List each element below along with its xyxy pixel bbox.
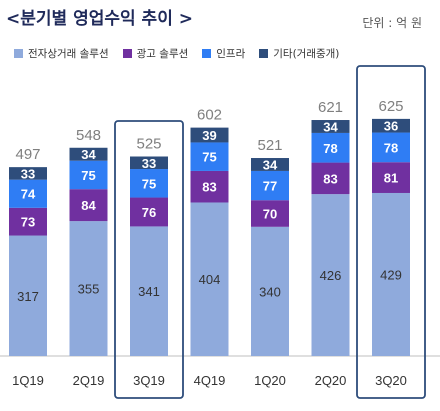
value-label-other-1Q19: 33 [21, 166, 35, 181]
value-label-ecommerce-3Q20: 429 [380, 267, 402, 282]
legend-item-advertising: 광고 솔루션 [122, 46, 189, 61]
bar-other-2Q19 [69, 147, 108, 161]
total-label-1Q19: 497 [15, 146, 40, 163]
value-label-ecommerce-3Q19: 341 [138, 284, 160, 299]
x-tick-label-2Q19: 2Q19 [73, 373, 105, 388]
bar-advertising-2Q20 [311, 162, 350, 195]
value-label-advertising-1Q19: 73 [21, 215, 35, 230]
bar-advertising-4Q19 [190, 170, 229, 203]
value-label-other-1Q20: 34 [263, 157, 278, 172]
value-label-advertising-4Q19: 83 [202, 180, 216, 195]
value-label-advertising-3Q20: 81 [384, 171, 398, 186]
x-tick-label-3Q20: 3Q20 [375, 373, 407, 388]
legend-label-advertising: 광고 솔루션 [136, 48, 189, 60]
bar-infra-2Q20 [311, 132, 350, 163]
bar-ecommerce-2Q19 [69, 221, 108, 356]
value-label-ecommerce-1Q19: 317 [17, 289, 39, 304]
legend-item-infra: 인프라 [202, 46, 245, 61]
bar-infra-1Q19 [9, 179, 47, 208]
value-label-infra-4Q19: 75 [202, 150, 216, 165]
highlight-box-3Q19 [114, 120, 184, 399]
value-label-other-2Q19: 34 [81, 147, 96, 162]
value-label-advertising-1Q20: 70 [263, 207, 277, 222]
value-label-infra-1Q19: 74 [21, 187, 36, 202]
x-tick-label-1Q20: 1Q20 [254, 373, 286, 388]
value-label-advertising-2Q19: 84 [81, 198, 96, 213]
legend-swatch-infra [202, 49, 212, 58]
bar-infra-1Q20 [251, 170, 289, 201]
value-label-infra-2Q19: 75 [81, 168, 95, 183]
value-label-infra-3Q19: 75 [142, 176, 156, 191]
value-label-ecommerce-2Q20: 426 [320, 268, 342, 283]
chart-title: <분기별 영업수익 추이 > [6, 9, 194, 29]
total-label-2Q19: 548 [76, 127, 101, 144]
x-tick-label-4Q19: 4Q19 [194, 373, 226, 388]
total-label-2Q20: 621 [318, 99, 343, 116]
bar-other-2Q20 [311, 120, 350, 133]
bar-other-3Q20 [372, 118, 410, 133]
total-label-1Q20: 521 [257, 137, 282, 154]
x-tick-label-2Q20: 2Q20 [315, 373, 347, 388]
x-tick-label-3Q19: 3Q19 [133, 373, 165, 388]
bar-infra-3Q19 [130, 169, 168, 198]
value-label-advertising-2Q20: 83 [323, 171, 337, 186]
bar-infra-3Q20 [372, 132, 410, 163]
highlight-box-3Q20 [356, 65, 426, 399]
value-label-ecommerce-1Q20: 340 [259, 284, 281, 299]
total-label-3Q20: 625 [378, 98, 403, 115]
legend-swatch-advertising [122, 49, 132, 58]
chart-legend: 전자상거래 솔루션 광고 솔루션 인프라 기타(거래중개) [14, 46, 339, 61]
legend-item-ecommerce: 전자상거래 솔루션 [14, 46, 109, 61]
bar-ecommerce-4Q19 [190, 202, 229, 356]
bar-advertising-1Q20 [251, 200, 289, 227]
value-label-other-3Q20: 36 [384, 119, 398, 134]
bar-advertising-2Q19 [69, 189, 108, 222]
bar-other-4Q19 [190, 127, 229, 143]
unit-label: 단위 : 억 원 [362, 16, 422, 30]
total-label-3Q19: 525 [136, 136, 161, 153]
bar-ecommerce-1Q20 [251, 226, 289, 356]
legend-item-other: 기타(거래중개) [259, 46, 339, 61]
legend-label-infra: 인프라 [216, 48, 246, 60]
bar-ecommerce-3Q19 [130, 226, 168, 356]
legend-label-other: 기타(거래중개) [273, 48, 340, 60]
bar-ecommerce-1Q19 [9, 235, 47, 356]
value-label-infra-3Q20: 78 [384, 140, 398, 155]
bar-advertising-1Q19 [9, 207, 47, 236]
value-label-other-4Q19: 39 [202, 128, 216, 143]
bar-ecommerce-3Q20 [372, 192, 410, 356]
legend-swatch-ecommerce [14, 49, 23, 58]
bar-advertising-3Q19 [130, 197, 168, 227]
bar-other-3Q19 [130, 156, 168, 170]
bar-ecommerce-2Q20 [311, 194, 350, 356]
value-label-ecommerce-4Q19: 404 [199, 272, 221, 287]
bar-infra-4Q19 [190, 142, 229, 171]
legend-swatch-other [259, 49, 269, 58]
value-label-other-3Q19: 33 [142, 156, 156, 171]
value-label-infra-2Q20: 78 [323, 141, 337, 156]
bar-infra-2Q19 [69, 160, 108, 190]
value-label-other-2Q20: 34 [323, 119, 338, 134]
value-label-infra-1Q20: 77 [263, 179, 277, 194]
total-label-4Q19: 602 [197, 107, 222, 124]
x-tick-label-1Q19: 1Q19 [12, 373, 44, 388]
bar-other-1Q19 [9, 167, 47, 180]
value-label-advertising-3Q19: 76 [142, 205, 156, 220]
bar-advertising-3Q20 [372, 162, 410, 193]
value-label-ecommerce-2Q19: 355 [78, 282, 100, 297]
legend-label-ecommerce: 전자상거래 솔루션 [28, 48, 109, 60]
bar-other-1Q20 [251, 158, 289, 171]
